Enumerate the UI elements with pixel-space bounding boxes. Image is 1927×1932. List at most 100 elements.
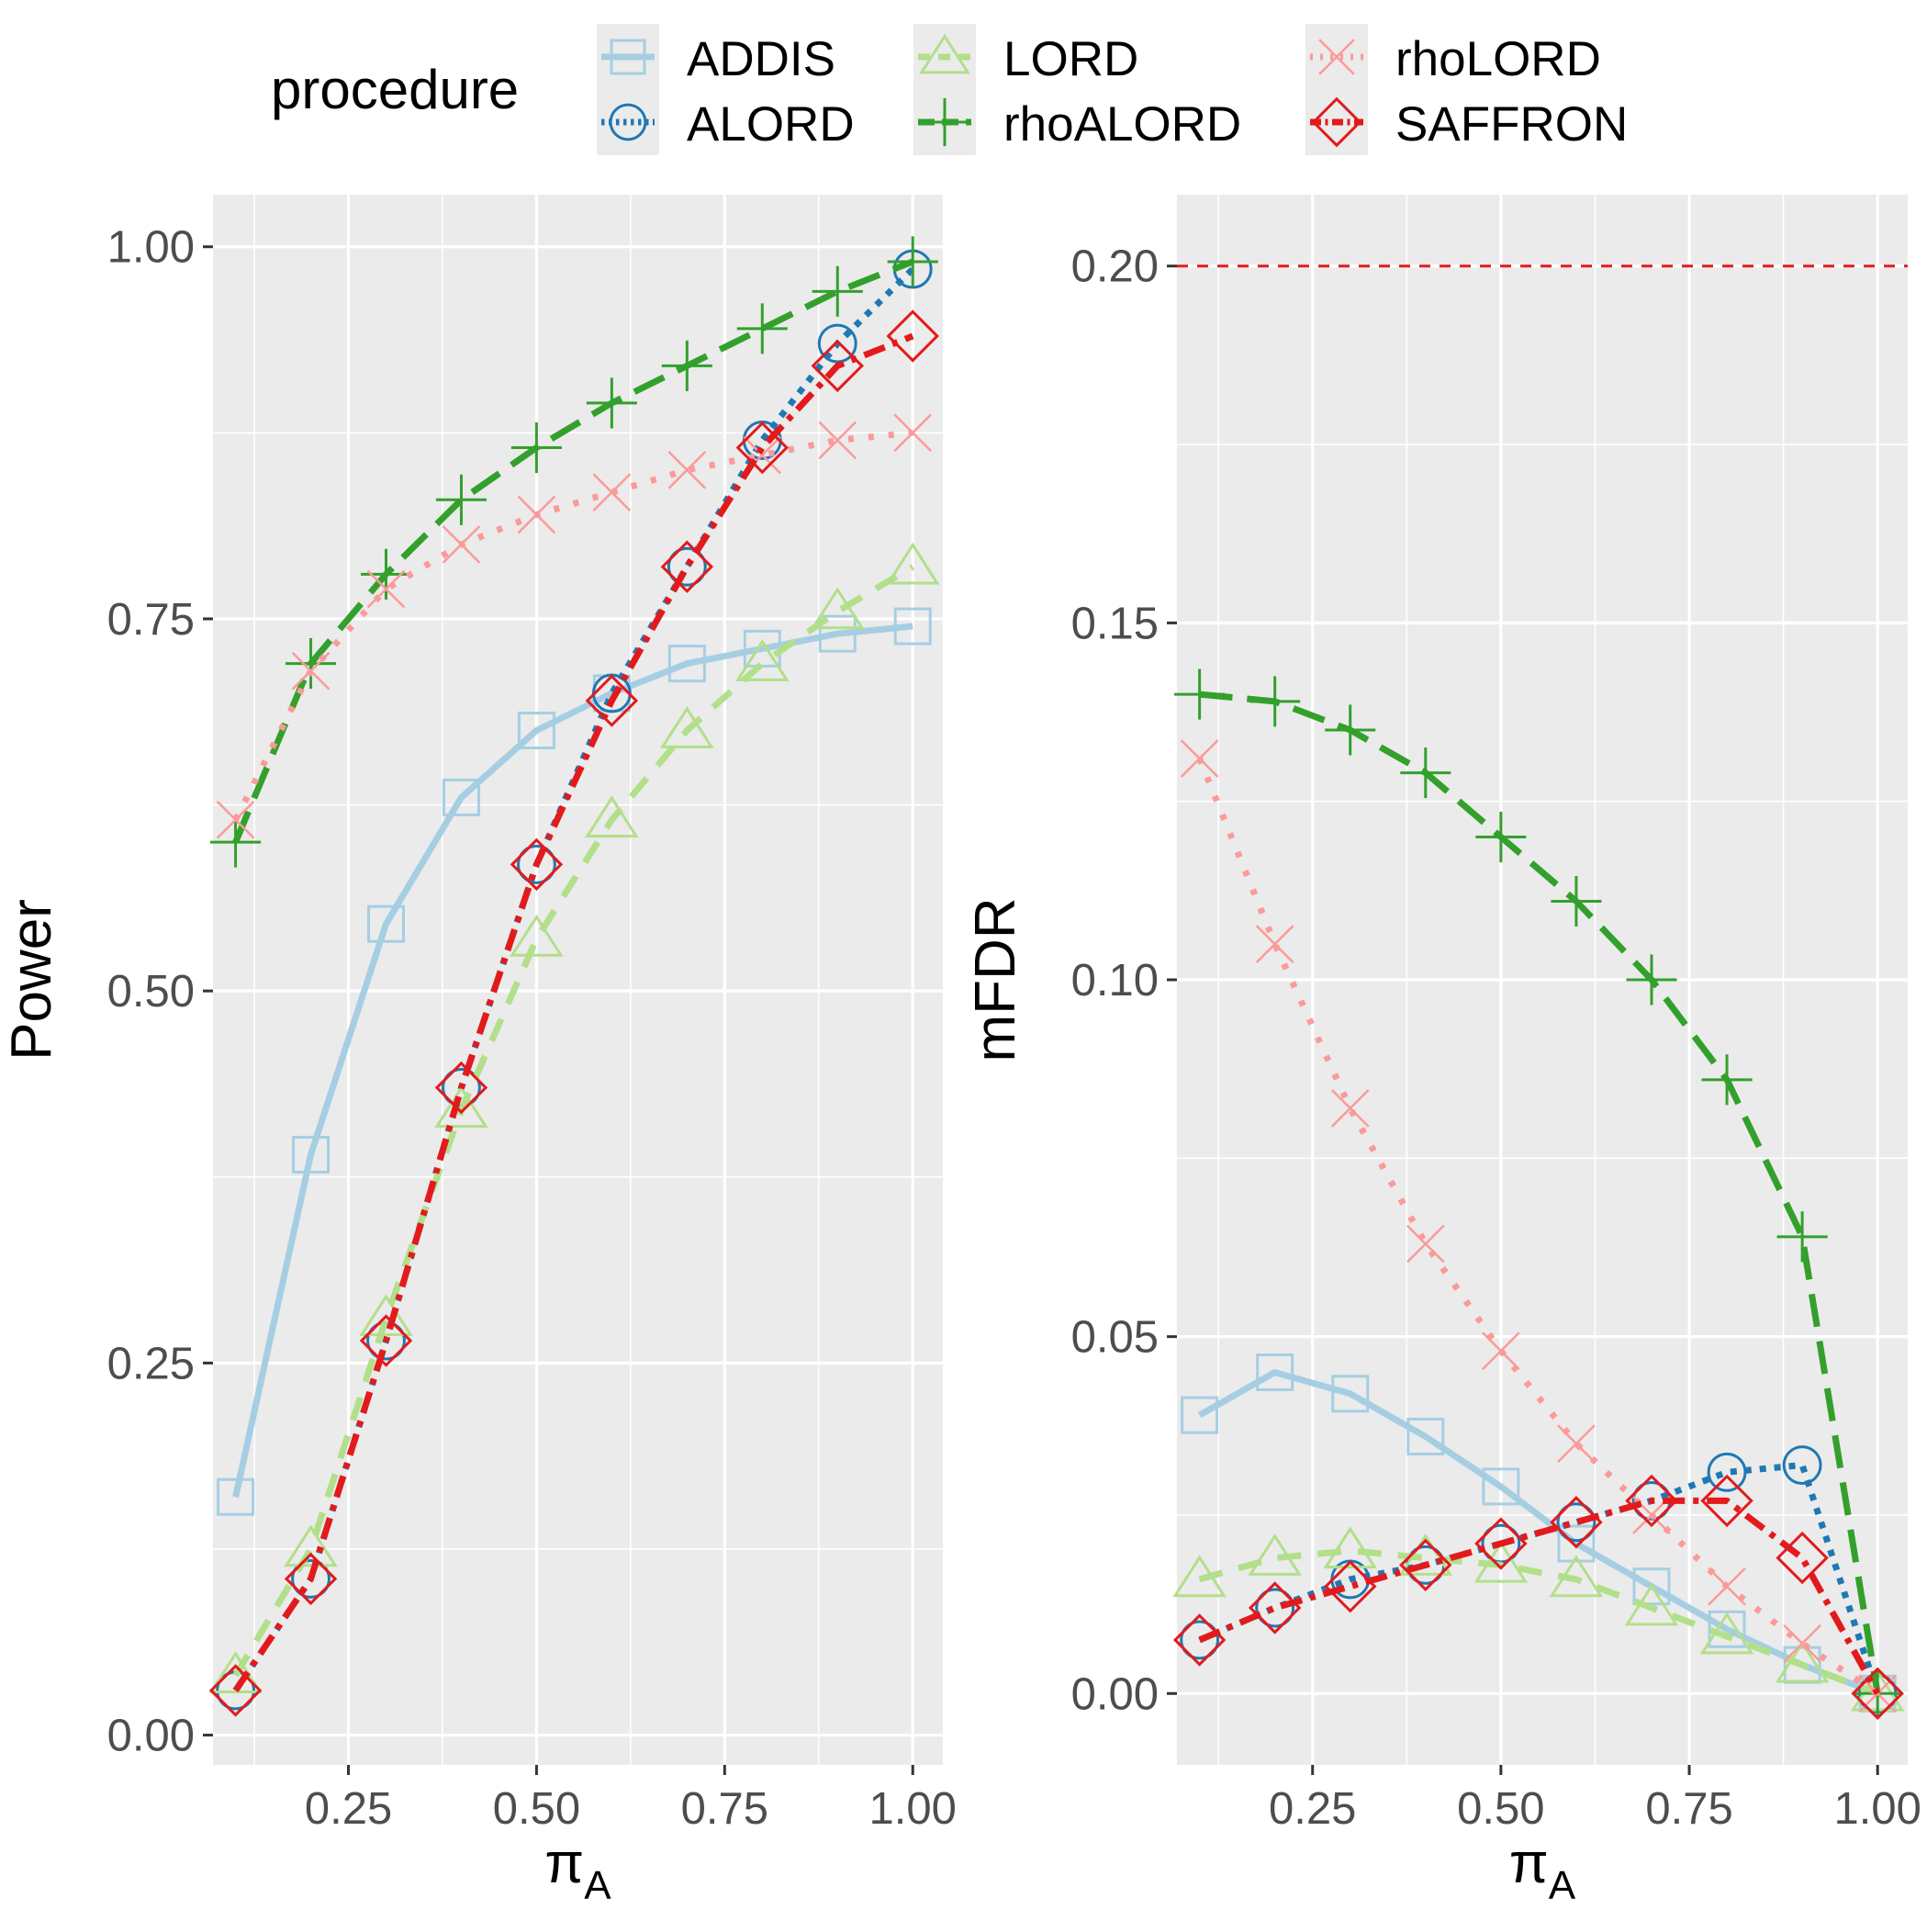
data-point-saffron	[1399, 1538, 1452, 1592]
data-point-rholord	[517, 495, 556, 534]
data-point-saffron	[1700, 1474, 1753, 1528]
y-tick-label: 0.75	[107, 595, 195, 645]
data-point-lord	[585, 795, 639, 838]
data-point-saffron	[434, 1061, 488, 1115]
data-point-addis	[1406, 1417, 1445, 1455]
data-point-rhoalord	[1626, 954, 1677, 1005]
data-point-rhoalord	[1551, 875, 1602, 927]
y-tick-label: 0.15	[1071, 599, 1159, 648]
x-tick-label: 0.50	[493, 1784, 580, 1834]
data-point-lord	[1775, 1640, 1830, 1683]
legend-label: ALORD	[687, 97, 855, 152]
data-point-lord	[1398, 1533, 1453, 1576]
data-point-saffron	[660, 540, 714, 593]
data-point-rholord	[1482, 1331, 1520, 1371]
series-layer	[208, 236, 940, 1717]
data-point-saffron	[811, 339, 864, 393]
legend-key-plus-marker	[920, 97, 969, 147]
data-point-alord	[291, 1558, 331, 1599]
x-tick-label: 0.25	[1269, 1784, 1356, 1834]
data-point-rholord	[442, 525, 481, 564]
data-point-saffron	[208, 1664, 263, 1717]
data-point-addis	[667, 645, 706, 683]
series-line-lord	[1198, 1547, 1879, 1697]
data-point-lord	[810, 587, 865, 630]
data-point-rholord	[667, 451, 707, 489]
series-rholord	[216, 413, 933, 839]
y-tick-label: 0.00	[1071, 1669, 1159, 1719]
data-point-saffron	[1776, 1531, 1829, 1585]
data-point-rholord	[216, 800, 255, 839]
x-axis-title: πA	[544, 1832, 611, 1908]
data-point-saffron	[1172, 1613, 1227, 1667]
data-point-addis	[818, 614, 857, 653]
data-point-alord	[1707, 1452, 1747, 1492]
data-point-saffron	[1248, 1581, 1302, 1634]
mfdr-panel: 0.00 0.05 0.10 0.15 0.20 0.25 0.50 0.75 1.00 πA mF…	[964, 195, 1921, 1908]
y-axis-title: Power	[0, 899, 63, 1061]
data-point-rhoalord	[1174, 668, 1226, 720]
data-point-rholord	[1708, 1567, 1746, 1606]
data-point-rholord	[1330, 1089, 1370, 1128]
data-point-rhoalord	[360, 548, 412, 600]
series-line-saffron	[1198, 1497, 1881, 1696]
x-tick-label: 1.00	[1833, 1784, 1921, 1834]
y-tick-label: 0.00	[107, 1712, 195, 1761]
legend-label: SAFFRON	[1395, 97, 1628, 152]
data-point-rhoalord	[1701, 1054, 1753, 1106]
data-point-saffron	[1324, 1559, 1377, 1613]
data-point-rhoalord	[1475, 811, 1527, 863]
legend-key-background	[597, 89, 659, 155]
data-point-saffron	[886, 309, 939, 363]
data-point-rholord	[1783, 1624, 1821, 1663]
data-point-rholord	[291, 651, 331, 691]
x-axis-title: πA	[1509, 1832, 1576, 1908]
x-axis-title-subscript: A	[1549, 1863, 1576, 1908]
legend-item-alord: ALORD	[597, 89, 855, 155]
data-point-alord	[1255, 1588, 1295, 1628]
data-point-rhoalord	[586, 377, 637, 429]
data-point-addis	[517, 712, 555, 750]
data-point-lord	[510, 914, 564, 957]
series-line-rhoalord	[232, 258, 914, 844]
legend-item-addis: ADDIS	[597, 24, 835, 90]
data-point-rholord	[818, 421, 857, 460]
legend-key-circle-marker	[609, 103, 647, 141]
x-tick-label: 0.75	[1645, 1784, 1732, 1834]
y-tick-label: 0.05	[1071, 1313, 1159, 1363]
series-layer	[1172, 668, 1905, 1720]
legend-key-square-marker	[610, 39, 646, 75]
data-point-lord	[1473, 1540, 1529, 1583]
legend-label: ADDIS	[687, 32, 835, 86]
data-point-rholord	[366, 569, 406, 609]
data-point-alord	[1556, 1502, 1596, 1543]
plot-panel-background	[213, 195, 943, 1765]
data-point-alord	[516, 844, 556, 884]
data-point-rhoalord	[812, 265, 863, 317]
data-point-addis	[893, 607, 932, 646]
data-point-addis	[1482, 1467, 1520, 1506]
data-point-rhoalord	[661, 340, 712, 391]
series-line-saffron	[232, 332, 914, 1692]
data-point-lord	[1624, 1583, 1679, 1626]
data-point-addis	[1632, 1567, 1671, 1606]
data-point-lord	[734, 639, 790, 681]
legend-label: rhoALORD	[1003, 97, 1241, 152]
data-point-saffron	[359, 1314, 413, 1367]
data-point-rhoalord	[1776, 1211, 1828, 1263]
axes: 0.00 0.05 0.10 0.15 0.20 0.25 0.50 0.75 1.00 πA mF…	[964, 242, 1921, 1908]
series-lord	[1172, 1526, 1905, 1712]
axes: 0.00 0.25 0.50 0.75 1.00 0.25 0.50 0.75 1.00 πA Po…	[0, 223, 957, 1908]
data-point-lord	[885, 542, 940, 585]
series-line-addis	[232, 623, 913, 1498]
legend-item-rhoalord: rhoALORD	[913, 89, 1241, 155]
legend-item-rholord: rhoLORD	[1305, 24, 1601, 90]
data-point-lord	[1323, 1526, 1378, 1569]
series-saffron	[1172, 1474, 1904, 1720]
y-tick-label: 1.00	[107, 223, 195, 273]
legend: procedure ADDIS ALORD LORD rhoALORD rhoLORD SA…	[271, 24, 1628, 155]
data-point-addis	[367, 904, 406, 943]
series-rhoalord	[210, 236, 938, 868]
legend-item-lord: LORD	[913, 24, 1138, 90]
